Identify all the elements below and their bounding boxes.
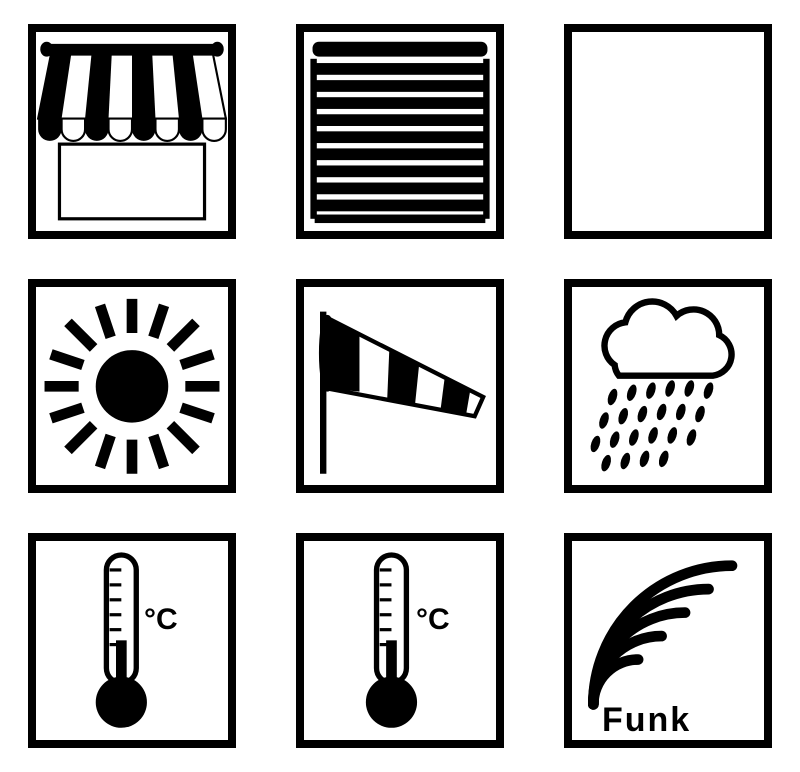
label-funk: Funk — [602, 701, 691, 740]
sun-icon — [36, 287, 228, 486]
cell-wind — [296, 279, 504, 494]
cell-temp-indoor: INNEN °C — [28, 533, 236, 748]
cell-radio: Funk — [564, 533, 772, 748]
awning-icon — [36, 32, 228, 231]
icon-grid: INNEN °C AU — [0, 0, 800, 772]
unit-aussen: °C — [416, 603, 450, 637]
cell-blinds — [296, 24, 504, 239]
thermometer-outdoor-icon — [304, 541, 496, 740]
cell-awning — [28, 24, 236, 239]
windsock-icon — [304, 287, 496, 486]
rain-icon — [572, 287, 764, 486]
cell-rain — [564, 279, 772, 494]
cell-empty — [564, 24, 772, 239]
blinds-icon — [304, 32, 496, 231]
unit-innen: °C — [144, 603, 178, 637]
thermometer-indoor-icon — [36, 541, 228, 740]
cell-temp-outdoor: AUSSEN °C — [296, 533, 504, 748]
cell-sun — [28, 279, 236, 494]
